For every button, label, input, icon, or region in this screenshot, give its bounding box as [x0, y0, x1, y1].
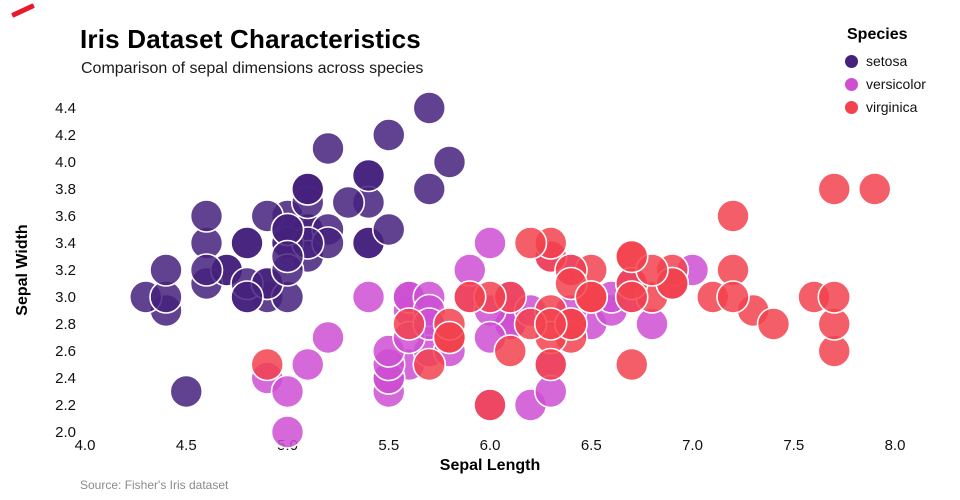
legend: Species setosa versicolor virginica	[845, 26, 926, 122]
x-tick-label: 6.5	[581, 437, 602, 454]
point-virginica	[533, 347, 568, 382]
legend-items: setosa versicolor virginica	[845, 53, 926, 115]
y-tick-label: 3.0	[55, 289, 76, 306]
point-virginica	[614, 280, 649, 314]
series-setosa	[128, 91, 467, 409]
x-tick-labels: 4.04.55.05.56.06.57.07.58.0	[75, 437, 906, 454]
point-virginica	[493, 334, 528, 368]
point-virginica	[817, 172, 852, 206]
y-tick-label: 2.6	[55, 343, 76, 360]
point-setosa	[230, 226, 264, 260]
point-setosa	[412, 91, 447, 125]
x-tick-label: 7.0	[682, 437, 703, 454]
point-setosa	[371, 212, 406, 247]
legend-dot-versicolor	[845, 77, 858, 91]
point-setosa	[331, 185, 366, 220]
source-note: Source: Fisher's Iris dataset	[80, 478, 229, 492]
series-virginica	[250, 172, 892, 422]
point-setosa	[351, 158, 386, 193]
legend-item-virginica: virginica	[845, 99, 926, 115]
x-tick-label: 7.5	[783, 437, 804, 454]
y-axis-title: Sepal Width	[14, 224, 31, 315]
y-tick-label: 4.4	[55, 100, 76, 117]
point-virginica	[857, 172, 892, 206]
y-tick-label: 3.4	[55, 235, 76, 252]
point-virginica	[412, 347, 447, 382]
point-versicolor	[290, 347, 325, 382]
point-setosa	[311, 131, 345, 166]
point-virginica	[574, 280, 609, 314]
y-tick-label: 3.6	[55, 208, 76, 225]
y-tick-labels: 2.0 2.2 2.4 2.6 2.8 3.0 3.2 3.4 3.6 3.8 4.0 4.2 4.4	[55, 100, 76, 441]
legend-item-setosa: setosa	[845, 53, 926, 69]
point-virginica	[533, 307, 568, 341]
point-setosa	[371, 118, 406, 152]
y-tick-label: 4.0	[55, 154, 76, 171]
point-virginica	[614, 239, 649, 274]
y-tick-label: 2.4	[55, 370, 76, 387]
legend-label: versicolor	[866, 76, 926, 92]
x-tick-label: 6.0	[480, 437, 501, 454]
point-setosa	[189, 199, 224, 233]
point-setosa	[432, 145, 467, 179]
y-tick-label: 2.2	[55, 397, 76, 414]
page-subtitle: Comparison of sepal dimensions across sp…	[81, 60, 424, 77]
legend-label: virginica	[866, 99, 918, 115]
point-versicolor	[270, 415, 305, 449]
point-virginica	[716, 280, 750, 314]
point-virginica	[756, 307, 791, 341]
y-tick-label: 2.0	[55, 424, 76, 441]
scatter-points	[128, 91, 892, 449]
point-setosa	[412, 172, 447, 206]
point-virginica	[817, 280, 852, 314]
x-tick-label: 4.0	[75, 437, 96, 454]
page-title: Iris Dataset Characteristics	[80, 24, 421, 54]
x-axis-title: Sepal Length	[440, 457, 540, 474]
point-setosa	[169, 374, 204, 409]
x-tick-label: 4.5	[176, 437, 197, 454]
point-versicolor	[473, 226, 507, 260]
point-virginica	[614, 347, 649, 382]
point-versicolor	[311, 320, 345, 355]
point-setosa	[230, 280, 264, 314]
point-setosa	[189, 253, 224, 287]
point-setosa	[270, 239, 305, 274]
point-virginica	[392, 307, 426, 341]
point-virginica	[250, 347, 285, 382]
x-tick-label: 5.5	[378, 437, 399, 454]
point-versicolor	[351, 280, 386, 314]
y-tick-label: 3.2	[55, 262, 76, 279]
point-virginica	[473, 388, 507, 422]
legend-title: Species	[847, 26, 908, 43]
point-setosa	[290, 172, 325, 206]
point-setosa	[149, 253, 183, 287]
point-virginica	[432, 320, 467, 355]
x-tick-label: 8.0	[885, 437, 906, 454]
legend-label: setosa	[866, 53, 908, 69]
point-virginica	[452, 280, 487, 314]
y-tick-label: 2.8	[55, 316, 76, 333]
y-tick-label: 4.2	[55, 127, 76, 144]
legend-item-versicolor: versicolor	[845, 76, 926, 92]
y-tick-label: 3.8	[55, 181, 76, 198]
point-virginica	[716, 199, 750, 233]
point-versicolor	[270, 374, 305, 409]
legend-dot-setosa	[845, 54, 858, 68]
legend-dot-virginica	[845, 100, 858, 114]
point-virginica	[513, 226, 548, 260]
